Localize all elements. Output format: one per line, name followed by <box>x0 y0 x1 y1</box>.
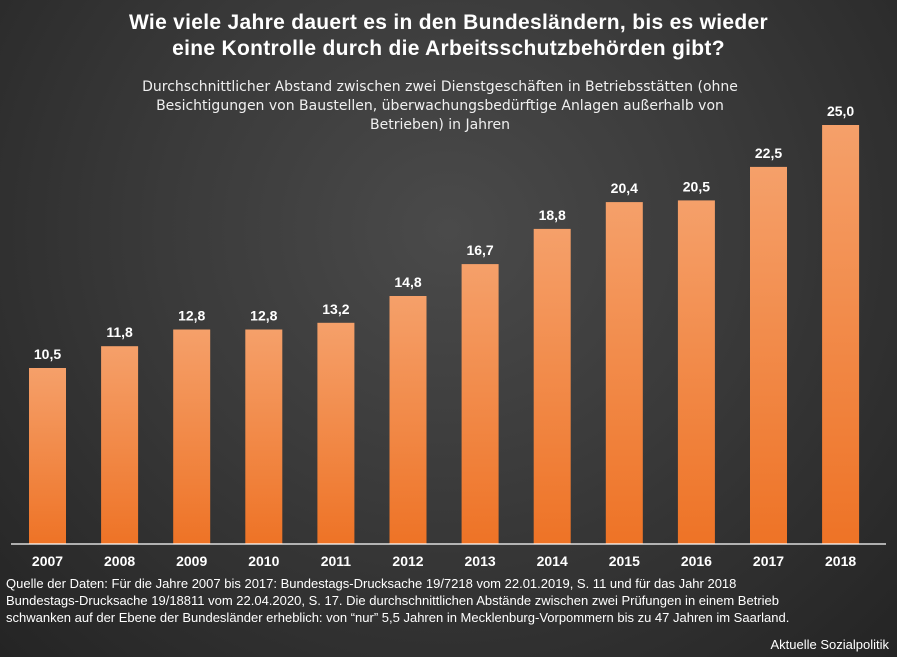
value-label-2015: 20,4 <box>611 180 638 196</box>
x-tick-2015: 2015 <box>609 553 640 569</box>
bar-2012 <box>389 296 427 544</box>
x-tick-2009: 2009 <box>176 553 207 569</box>
x-tick-2017: 2017 <box>753 553 784 569</box>
bar-2016 <box>677 200 715 544</box>
x-tick-2016: 2016 <box>681 553 712 569</box>
value-label-2008: 11,8 <box>106 324 133 340</box>
bar-2009 <box>173 329 211 544</box>
bar-2008 <box>101 346 139 544</box>
chart-title: Wie viele Jahre dauert es in den Bundesl… <box>0 10 897 62</box>
chart-title-line-1: Wie viele Jahre dauert es in den Bundesl… <box>129 11 768 34</box>
x-tick-2010: 2010 <box>248 553 279 569</box>
source-line-3: schwanken auf der Ebene der Bundesländer… <box>6 610 790 625</box>
source-line-2: Bundestags-Drucksache 19/18811 vom 22.04… <box>6 593 779 608</box>
source-line-1: Quelle der Daten: Für die Jahre 2007 bis… <box>6 576 737 591</box>
chart-title-line-2: eine Kontrolle durch die Arbeitsschutzbe… <box>172 37 725 60</box>
chart-subtitle-line-3: Betrieben) in Jahren <box>370 117 510 133</box>
bar-2018 <box>822 125 860 544</box>
value-label-2017: 22,5 <box>755 145 782 161</box>
value-label-2016: 20,5 <box>683 178 710 194</box>
value-labels: 10,5 11,8 12,8 12,8 13,2 14,8 16,7 18,8 20,4 20,5… <box>34 103 855 362</box>
value-label-2010: 12,8 <box>250 308 277 324</box>
chart-subtitle: Durchschnittlicher Abstand zwischen zwei… <box>60 78 820 135</box>
x-tick-labels: 2007 2008 2009 2010 2011 2012 2013 2014 2015 2016… <box>32 553 856 569</box>
bar-2011 <box>317 322 355 544</box>
bar-2014 <box>533 228 571 544</box>
x-tick-2008: 2008 <box>104 553 135 569</box>
bar-2010 <box>245 329 283 544</box>
chart-subtitle-line-2: Besichtigungen von Baustellen, überwachu… <box>156 98 724 114</box>
value-label-2014: 18,8 <box>539 207 566 223</box>
value-label-2009: 12,8 <box>178 308 205 324</box>
value-label-2012: 14,8 <box>394 274 421 290</box>
bar-2017 <box>750 166 787 544</box>
value-label-2011: 13,2 <box>322 301 349 317</box>
x-tick-2012: 2012 <box>392 553 423 569</box>
bar-2007 <box>29 368 66 544</box>
value-label-2007: 10,5 <box>34 346 61 362</box>
x-tick-2007: 2007 <box>32 553 63 569</box>
bar-2013 <box>461 264 499 544</box>
x-tick-2014: 2014 <box>537 553 568 569</box>
x-tick-2011: 2011 <box>321 553 352 569</box>
x-tick-2018: 2018 <box>825 553 856 569</box>
bar-2015 <box>605 202 643 544</box>
x-tick-2013: 2013 <box>465 553 496 569</box>
value-label-2013: 16,7 <box>466 242 493 258</box>
value-label-2018: 25,0 <box>827 103 854 119</box>
bar-series <box>29 125 860 544</box>
chart-subtitle-line-1: Durchschnittlicher Abstand zwischen zwei… <box>142 79 738 95</box>
bar-chart: 2007 2008 2009 2010 2011 2012 2013 2014 2015 2016… <box>29 103 860 569</box>
source-note: Quelle der Daten: Für die Jahre 2007 bis… <box>6 575 886 626</box>
credit-label: Aktuelle Sozialpolitik <box>770 637 889 652</box>
